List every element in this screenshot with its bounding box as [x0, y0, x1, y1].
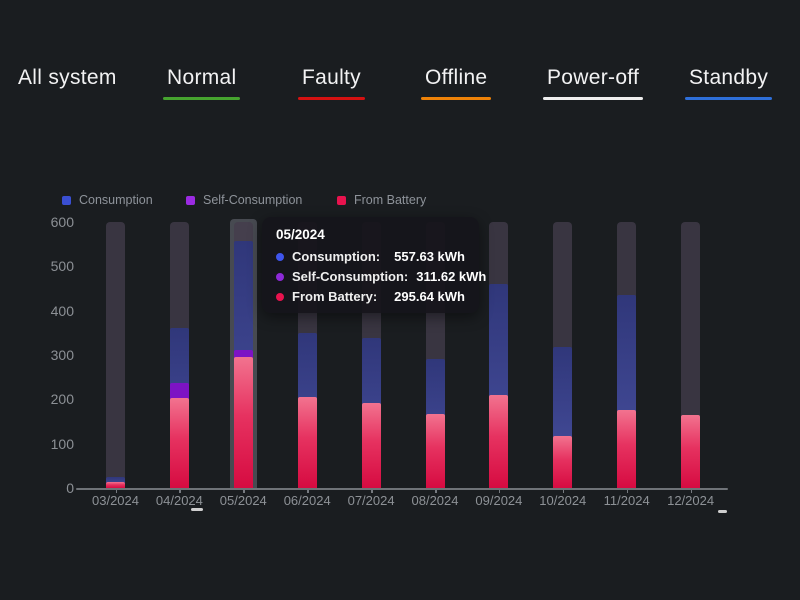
legend-swatch-icon [337, 195, 346, 205]
legend-item-self-consumption[interactable]: Self-Consumption [186, 193, 302, 207]
bar-from-battery[interactable] [233, 356, 253, 488]
tab-underline [298, 97, 365, 100]
x-axis-tick [498, 489, 501, 493]
tab-label: All system [18, 66, 117, 89]
legend-label: Self-Consumption [203, 193, 303, 207]
y-axis-label: 0 [66, 480, 74, 496]
x-axis-tick [307, 489, 309, 493]
y-axis-label: 300 [50, 347, 74, 363]
tooltip-value: 295.64 kWh [394, 289, 465, 304]
bar-from-battery[interactable] [106, 482, 125, 488]
x-axis-label: 07/2024 [347, 493, 395, 508]
consumption-dot-icon [276, 252, 284, 261]
x-axis-label: 09/2024 [475, 493, 523, 508]
bar-from-battery[interactable] [553, 436, 573, 488]
x-axis-label: 08/2024 [411, 493, 459, 508]
tooltip-value: 557.63 kWh [394, 249, 465, 264]
tab-normal[interactable]: Normal [163, 66, 241, 100]
y-axis-label: 400 [50, 302, 74, 319]
bar-from-battery[interactable] [297, 397, 317, 488]
y-axis-label: 100 [50, 435, 74, 452]
x-axis-label: 04/2024 [155, 493, 203, 508]
x-axis-tick [435, 489, 437, 493]
x-axis-tick [243, 489, 245, 493]
x-axis-label: 12/2024 [667, 493, 715, 508]
chart-tooltip: 05/2024 Consumption: 557.63 kWh Self-Con… [262, 217, 486, 313]
self-consumption-dot-icon [276, 272, 284, 281]
legend-item-from-battery[interactable]: From Battery [337, 193, 426, 207]
tab-power-off[interactable]: Power-off [543, 66, 644, 100]
x-axis-label: 05/2024 [219, 493, 267, 508]
bar-from-battery[interactable] [425, 413, 445, 488]
y-axis-label: 600 [50, 214, 74, 230]
x-axis-tick [115, 489, 117, 493]
x-axis-tick [179, 489, 181, 493]
tooltip-label: Self-Consumption: [292, 269, 409, 284]
legend-swatch-icon [62, 195, 71, 205]
tab-label: Offline [425, 66, 488, 89]
tab-label: Standby [689, 66, 769, 89]
tooltip-row: Self-Consumption: 311.62 kWh [276, 269, 486, 284]
tab-faulty[interactable]: Faulty [298, 66, 365, 100]
legend-swatch-icon [186, 195, 195, 205]
x-axis-label: 06/2024 [283, 493, 331, 508]
scroll-indicator[interactable] [191, 508, 203, 511]
tooltip-label: From Battery: [292, 289, 378, 304]
bar-from-battery[interactable] [681, 414, 701, 488]
x-axis-tick [562, 489, 565, 493]
x-axis-tick [371, 489, 373, 493]
legend-item-consumption[interactable]: Consumption [62, 193, 153, 207]
tooltip-value: 311.62 kWh [416, 269, 487, 284]
bar-from-battery[interactable] [169, 397, 189, 488]
bar-background-track [106, 222, 125, 488]
tooltip-label: Consumption: [292, 249, 381, 264]
x-axis-label: 03/2024 [92, 493, 139, 508]
tooltip-title: 05/2024 [276, 227, 325, 242]
x-axis-label: 11/2024 [603, 493, 650, 508]
tab-standby[interactable]: Standby [685, 66, 773, 100]
x-axis-tick [626, 489, 629, 493]
tab-label: Normal [167, 66, 237, 89]
bar-from-battery[interactable] [489, 394, 509, 488]
tab-underline [421, 97, 492, 100]
from-battery-dot-icon [276, 292, 284, 301]
tab-underline [163, 97, 241, 100]
tab-all-system[interactable]: All system [18, 66, 117, 90]
tab-label: Power-off [547, 66, 640, 89]
tab-underline [685, 97, 773, 100]
legend-label: Consumption [79, 193, 153, 207]
tab-underline [543, 97, 644, 100]
x-axis-tick [690, 489, 693, 493]
bar-from-battery[interactable] [617, 409, 637, 488]
x-axis-line [76, 488, 728, 490]
tab-offline[interactable]: Offline [421, 66, 492, 100]
x-axis-label: 10/2024 [539, 493, 587, 508]
tab-label: Faulty [302, 66, 361, 89]
y-axis-label: 500 [50, 258, 74, 275]
scroll-indicator[interactable] [718, 510, 727, 513]
tooltip-row: From Battery: 295.64 kWh [276, 289, 465, 304]
status-filter-tabs: All system Normal Faulty Offline Power-o… [0, 0, 800, 110]
y-axis-label: 200 [50, 391, 74, 408]
bar-from-battery[interactable] [361, 402, 381, 488]
tooltip-row: Consumption: 557.63 kWh [276, 249, 465, 264]
legend-label: From Battery [354, 193, 427, 207]
